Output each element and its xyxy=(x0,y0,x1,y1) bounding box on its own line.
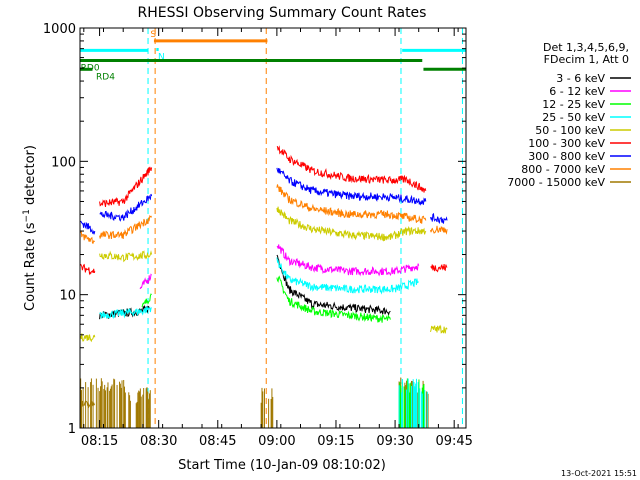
x-tick-label: 08:15 xyxy=(81,434,118,449)
legend-entry-label: 12 - 25 keV xyxy=(542,98,605,111)
legend-entry-label: 800 - 7000 keV xyxy=(521,163,605,176)
legend-header-0: Det 1,3,4,5,6,9, xyxy=(543,41,629,54)
chart-title: RHESSI Observing Summary Count Rates xyxy=(138,5,427,21)
series-line-1-0 xyxy=(139,273,152,290)
legend-header-1: FDecim 1, Att 0 xyxy=(544,53,629,66)
legend-entry-label: 7000 - 15000 keV xyxy=(507,176,605,189)
series-line-4-3 xyxy=(430,324,448,334)
series-line-6-3 xyxy=(430,212,448,225)
legend-entry-label: 25 - 50 keV xyxy=(542,111,605,124)
spike-group-2 xyxy=(260,387,274,428)
y-tick-label: 1000 xyxy=(43,22,76,37)
legend-entry-label: 50 - 100 keV xyxy=(535,124,605,137)
series-line-4-1 xyxy=(99,250,153,263)
flag-label-n: N xyxy=(158,52,165,62)
flag-label-rd4: RD4 xyxy=(96,72,115,82)
spike-group-1 xyxy=(128,387,151,428)
series-line-3-1 xyxy=(276,257,419,295)
series-line-5-3 xyxy=(430,263,448,273)
x-tick-label: 09:15 xyxy=(317,434,354,449)
series-line-5-2 xyxy=(276,145,427,193)
y-axis-label: Count Rate (s−1 detector) xyxy=(22,145,38,311)
series-line-7-1 xyxy=(99,214,153,240)
series-line-3-0 xyxy=(99,306,152,320)
x-tick-label: 08:45 xyxy=(199,434,236,449)
y-tick-label: 100 xyxy=(51,155,76,170)
series-line-7-2 xyxy=(276,184,427,224)
spike-group-5 xyxy=(398,378,428,428)
series-line-7-0 xyxy=(80,230,96,244)
plot-area: SNRD0RD4 xyxy=(80,28,466,428)
legend: Det 1,3,4,5,6,9,FDecim 1, Att 0 3 - 6 keV… xyxy=(507,41,631,189)
footer-date: 13-Oct-2021 15:51 xyxy=(561,469,637,478)
series-line-8-0 xyxy=(80,400,95,409)
series-line-6-0 xyxy=(80,220,96,235)
series-line-5-0 xyxy=(80,263,96,276)
series-line-7-3 xyxy=(430,225,448,235)
series-line-2-1 xyxy=(276,275,391,323)
x-tick-label: 09:30 xyxy=(376,434,413,449)
y-tick-label: 10 xyxy=(59,289,76,304)
flag-label-s: S xyxy=(150,30,156,40)
x-tick-label: 08:30 xyxy=(140,434,177,449)
series-line-4-2 xyxy=(276,206,427,242)
series-line-2-0 xyxy=(141,293,152,308)
series-line-1-1 xyxy=(276,244,420,277)
x-tick-label: 09:45 xyxy=(435,434,472,449)
legend-entry-label: 300 - 800 keV xyxy=(528,150,605,163)
legend-entry-label: 100 - 300 keV xyxy=(528,137,605,150)
series-line-6-2 xyxy=(276,167,427,206)
series-line-0-1 xyxy=(276,254,391,317)
series-line-6-1 xyxy=(99,193,153,222)
series-line-5-1 xyxy=(99,166,153,207)
y-tick-label: 1 xyxy=(68,422,76,437)
x-axis-label: Start Time (10-Jan-09 08:10:02) xyxy=(178,458,386,473)
x-tick-label: 09:00 xyxy=(258,434,295,449)
legend-entry-label: 3 - 6 keV xyxy=(556,72,605,85)
plot-frame xyxy=(79,27,467,429)
axis-ticks: 08:15 08:30 08:45 09:00 09:15 09:30 09:45 1 10 10… xyxy=(43,22,473,449)
legend-entry-label: 6 - 12 keV xyxy=(549,85,605,98)
series-line-4-0 xyxy=(80,333,96,343)
